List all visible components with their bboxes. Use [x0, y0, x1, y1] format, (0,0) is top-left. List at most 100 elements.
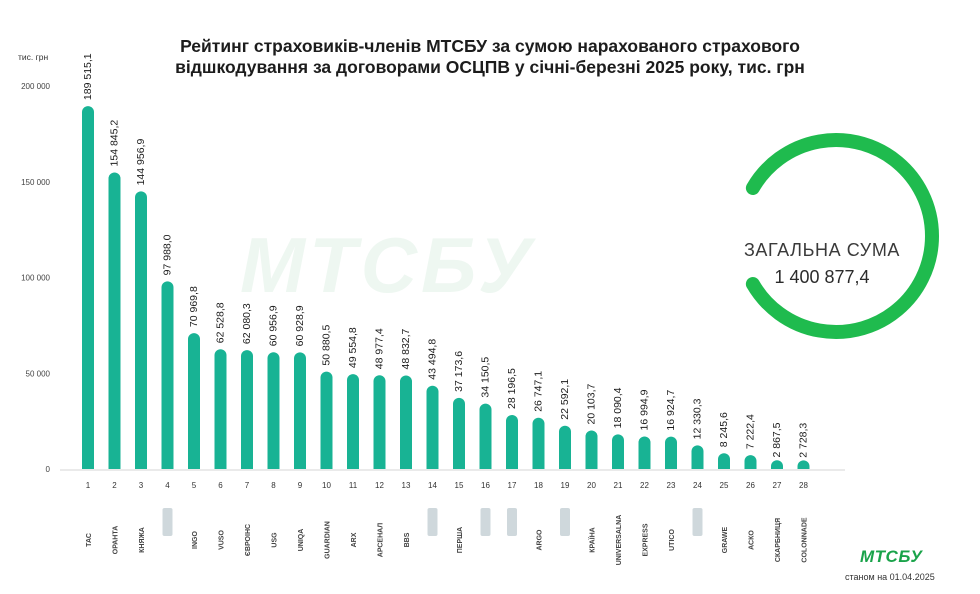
y-tick-label: 150 000 — [21, 178, 50, 187]
bar — [665, 436, 677, 469]
bar-value-label: 60 956,9 — [268, 305, 280, 346]
bar — [559, 425, 571, 469]
company-logo: EXPRESS — [643, 523, 650, 556]
company-logo — [692, 508, 703, 536]
company-logo: ОРАНТА — [113, 526, 120, 555]
category-label: 18 — [534, 481, 543, 490]
bar-value-label: 20 103,7 — [586, 383, 598, 424]
bar — [638, 436, 651, 469]
chart-bars — [82, 106, 810, 469]
bar — [347, 374, 359, 469]
bar — [82, 106, 94, 469]
company-logo — [427, 508, 438, 536]
company-logo: COLONNADE — [802, 517, 809, 562]
bar — [241, 350, 253, 469]
category-label: 5 — [192, 481, 197, 490]
category-label: 7 — [245, 481, 250, 490]
category-label: 17 — [508, 481, 517, 490]
bar-value-label: 12 330,3 — [692, 398, 704, 439]
company-logo: UNIVERSALNA — [616, 515, 623, 566]
bar-value-label: 26 747,1 — [533, 371, 545, 412]
chart-value-labels: 189 515,1 154 845,2 144 956,9 97 988,0 70 96… — [82, 53, 810, 458]
company-logo: GRAWE — [722, 526, 729, 553]
company-logo: BBS — [404, 532, 411, 547]
bar-value-label: 154 845,2 — [109, 120, 121, 167]
total-sum-label: ЗАГАЛЬНА СУМА — [743, 240, 901, 260]
bar-value-label: 7 222,4 — [745, 414, 757, 449]
chart-title-line-1: Рейтинг страховиків-членів МТСБУ за сумо… — [180, 36, 800, 56]
y-tick-label: 200 000 — [21, 82, 50, 91]
bar-value-label: 48 832,7 — [400, 328, 412, 369]
bar — [108, 172, 121, 469]
category-label: 10 — [322, 481, 331, 490]
total-ring — [745, 133, 939, 339]
category-label: 14 — [428, 481, 437, 490]
mtsbu-logo: МТСБУ — [860, 547, 923, 566]
total-ring-arc — [745, 133, 939, 339]
bar — [532, 417, 545, 469]
company-logo: ТАС — [86, 533, 93, 547]
company-logos: ТАС ОРАНТА КНЯЖА INGO VUSO ЄВРОІНС USG UNIQA GUA… — [86, 508, 809, 565]
category-label: 23 — [667, 481, 676, 490]
bar-value-label: 16 994,9 — [639, 389, 651, 430]
total-sum-value: 1 400 877,4 — [774, 267, 870, 287]
chart-title: Рейтинг страховиків-членів МТСБУ за сумо… — [110, 36, 870, 78]
category-label: 25 — [720, 481, 729, 490]
bar-value-label: 43 494,8 — [427, 339, 439, 380]
company-logo: АРСЕНАЛ — [378, 523, 385, 557]
company-logo — [560, 508, 570, 536]
company-logo: ARGO — [537, 529, 544, 551]
y-tick-label: 50 000 — [26, 369, 51, 378]
category-label: 13 — [402, 481, 411, 490]
category-label: 3 — [139, 481, 144, 490]
category-label: 15 — [455, 481, 464, 490]
chart-category-labels: 1 2 3 4 5 6 7 8 9 10 11 12 13 14 15 16 17 18 19 20 21 22 23 24 2… — [86, 481, 809, 490]
category-label: 27 — [773, 481, 782, 490]
bar — [771, 460, 783, 469]
company-logo: КНЯЖА — [139, 527, 146, 553]
category-label: 24 — [693, 481, 702, 490]
bar — [585, 430, 598, 469]
category-label: 26 — [746, 481, 755, 490]
y-axis-unit-label: тис. грн — [18, 52, 49, 62]
bar-value-label: 97 988,0 — [162, 234, 174, 275]
category-label: 12 — [375, 481, 384, 490]
bar — [691, 445, 704, 469]
bar — [214, 349, 227, 469]
company-logo: USG — [272, 532, 279, 548]
category-label: 9 — [298, 481, 303, 490]
y-tick-label: 0 — [46, 465, 51, 474]
bar — [718, 453, 730, 469]
bar-value-label: 16 924,7 — [665, 390, 677, 431]
bar-value-label: 62 080,3 — [241, 303, 253, 344]
bar-value-label: 2 867,5 — [771, 422, 783, 457]
bar — [373, 375, 386, 469]
company-logo: VUSO — [219, 530, 226, 550]
y-tick-label: 100 000 — [21, 274, 50, 283]
bar — [612, 434, 624, 469]
category-label: 21 — [614, 481, 623, 490]
bar — [135, 191, 147, 469]
total-sum-block: ЗАГАЛЬНА СУМА 1 400 877,4 — [722, 240, 922, 288]
bar-value-label: 8 245,6 — [718, 412, 730, 447]
bar-value-label: 48 977,4 — [374, 328, 386, 369]
bar — [400, 375, 412, 469]
company-logo: GUARDIAN — [325, 521, 332, 559]
bar-value-label: 70 969,8 — [188, 286, 200, 327]
category-label: 1 — [86, 481, 91, 490]
company-logo: ПЕРША — [457, 527, 464, 553]
bar-value-label: 60 928,9 — [294, 305, 306, 346]
category-label: 4 — [165, 481, 170, 490]
category-label: 11 — [349, 481, 358, 490]
bar-value-label: 50 880,5 — [321, 325, 333, 366]
bar — [479, 403, 492, 469]
company-logo: ЄВРОІНС — [245, 524, 252, 556]
category-label: 8 — [271, 481, 276, 490]
report-date: станом на 01.04.2025 — [845, 572, 935, 582]
category-label: 22 — [640, 481, 649, 490]
bar — [797, 460, 810, 469]
bar — [453, 397, 465, 469]
chart-title-line-2: відшкодування за договорами ОСЦПВ у січн… — [175, 57, 805, 77]
company-logo — [507, 508, 517, 536]
